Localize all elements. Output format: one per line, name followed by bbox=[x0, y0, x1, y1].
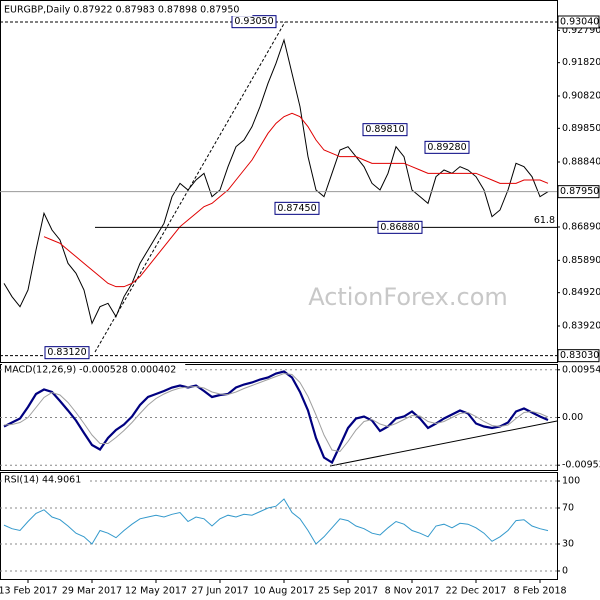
level-box bbox=[557, 15, 600, 29]
y-tick-label: 100 bbox=[562, 476, 580, 487]
annotation-box bbox=[44, 346, 90, 360]
series-line bbox=[43, 112, 549, 288]
x-tick-label: 8 Feb 2018 bbox=[513, 586, 566, 597]
fib-label: 61.8 bbox=[534, 215, 555, 226]
level-label: 0.93040 bbox=[560, 17, 599, 28]
y-tick-label: 0.88840 bbox=[562, 157, 600, 168]
y-tick-label: 0.89850 bbox=[562, 123, 600, 134]
title-bg bbox=[2, 3, 253, 16]
y-tick-label: 0.84920 bbox=[562, 287, 600, 298]
x-tick-label: 25 Sep 2017 bbox=[318, 586, 378, 597]
y-tick-label: 0.92790 bbox=[562, 25, 600, 36]
annotation-label: 0.83120 bbox=[47, 347, 86, 358]
y-tick-label: 30 bbox=[562, 538, 574, 549]
x-tick-label: 22 Dec 2017 bbox=[446, 586, 507, 597]
annotation-label: 0.89280 bbox=[427, 142, 466, 153]
y-tick-label: 0.91820 bbox=[562, 57, 600, 68]
y-tick-label: 0.00 bbox=[562, 412, 583, 423]
x-tick-label: 8 Nov 2017 bbox=[385, 586, 440, 597]
rsi-panel bbox=[0, 472, 558, 580]
y-tick-label: 0.83920 bbox=[562, 321, 600, 332]
level-label: 0.87950 bbox=[560, 186, 599, 197]
annotation-label: 0.86880 bbox=[380, 222, 419, 233]
price-panel bbox=[0, 0, 558, 363]
y-tick-label: 0.90820 bbox=[562, 91, 600, 102]
watermark: ActionForex.com bbox=[308, 283, 508, 311]
panel-title: EURGBP,Daily 0.87922 0.87983 0.87898 0.8… bbox=[4, 5, 239, 16]
title-bg bbox=[2, 363, 186, 376]
series-line bbox=[3, 38, 549, 325]
y-tick-label: 0.86890 bbox=[562, 222, 600, 233]
annotation-box bbox=[424, 140, 470, 154]
y-tick-label: -0.009538 bbox=[562, 460, 600, 471]
x-tick-label: 27 Jun 2017 bbox=[191, 586, 248, 597]
panel-title: RSI(14) 44.9061 bbox=[4, 475, 81, 486]
annotation-box bbox=[362, 123, 408, 137]
x-tick-label: 10 Aug 2017 bbox=[254, 586, 315, 597]
y-tick-label: 70 bbox=[562, 503, 574, 514]
annotation-box bbox=[274, 201, 320, 215]
y-tick-label: 0.00954 bbox=[562, 364, 600, 375]
x-tick-label: 12 May 2017 bbox=[125, 586, 187, 597]
macd-panel bbox=[0, 364, 558, 471]
title-bg bbox=[2, 473, 90, 486]
level-box bbox=[557, 349, 600, 363]
x-tick-label: 13 Feb 2017 bbox=[0, 586, 58, 597]
panel-title: MACD(12,26,9) -0.000528 0.000402 bbox=[4, 365, 176, 376]
annotation-box bbox=[231, 15, 277, 29]
x-tick-label: 29 Mar 2017 bbox=[62, 586, 122, 597]
series-line bbox=[3, 370, 549, 465]
annotation-label: 0.89810 bbox=[365, 124, 404, 135]
series-line bbox=[3, 372, 549, 453]
level-box bbox=[557, 185, 600, 199]
level-label: 0.83030 bbox=[560, 350, 599, 361]
annotation-label: 0.87450 bbox=[277, 203, 316, 214]
series-line bbox=[3, 498, 549, 545]
annotation-box bbox=[377, 220, 423, 234]
y-tick-label: 0 bbox=[562, 565, 568, 576]
annotation-label: 0.93050 bbox=[234, 16, 273, 27]
y-tick-label: 0.85890 bbox=[562, 255, 600, 266]
macd-trend-line bbox=[329, 420, 558, 467]
